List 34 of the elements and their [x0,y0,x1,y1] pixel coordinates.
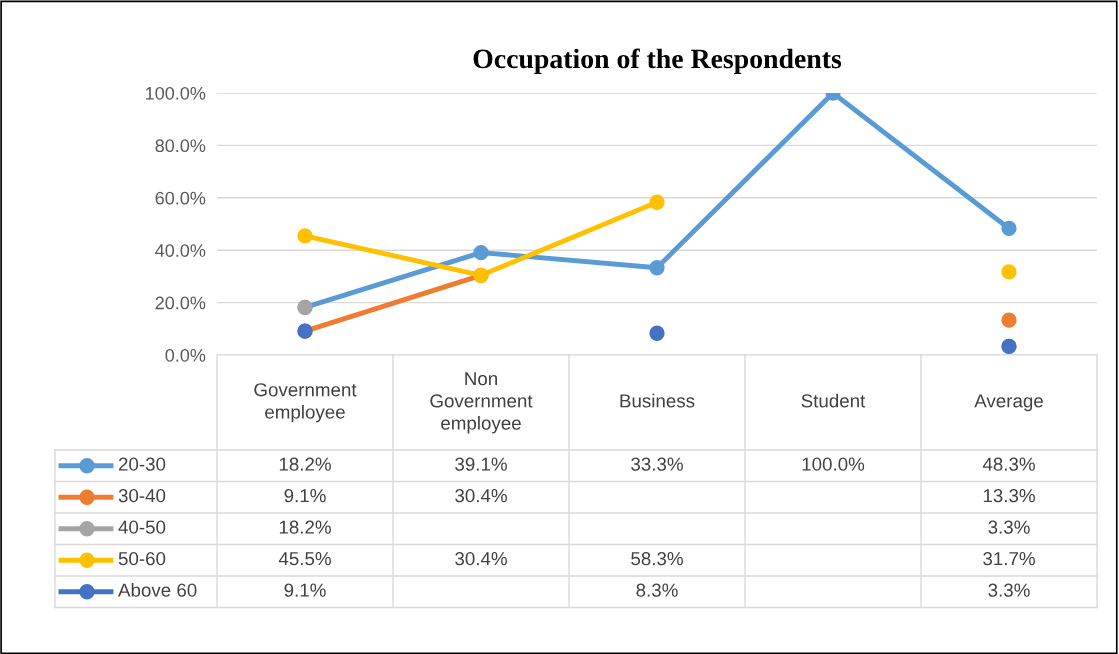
data-label: 48.3% [982,457,1035,471]
x-tick-label: Student [801,393,866,408]
y-tick-label: 80.0% [155,139,206,153]
data-label: 9.1% [284,489,326,503]
data-label: 30.4% [455,552,507,566]
x-tick-label: Government employee [254,383,357,423]
x-tick-label: Average [974,394,1043,412]
y-tick-label: 20.0% [155,296,206,310]
data-label: 9.1% [284,583,326,597]
legend-label: 40-50 [118,520,166,534]
data-label: 100.0% [802,457,865,471]
y-tick-label: 60.0% [155,191,206,205]
data-label: 18.2% [279,520,331,534]
y-tick-label: 100.0% [146,86,206,100]
x-tick-label: Business [620,393,695,408]
data-label: 3.3% [988,520,1030,534]
data-label: 8.3% [636,583,678,597]
y-tick-label: 0.0% [165,348,206,362]
data-label: 33.3% [631,457,683,471]
data-label: 30.4% [455,489,507,503]
data-label: 31.7% [983,552,1035,566]
data-label: 58.3% [631,552,683,566]
chart-title: Occupation of the Respondents [473,48,842,74]
legend-label: 20-30 [118,457,166,471]
legend-label: Above 60 [118,583,197,597]
data-label: 45.5% [278,552,331,566]
legend-label: 50-60 [118,552,166,566]
x-tick-label: Non Government employee [430,372,533,434]
y-tick-label: 40.0% [155,244,206,257]
data-label: 39.1% [455,457,507,471]
data-label: 3.3% [988,583,1030,597]
data-label: 13.3% [983,489,1035,503]
data-label: 18.2% [279,457,331,471]
legend-label: 30-40 [118,489,166,503]
